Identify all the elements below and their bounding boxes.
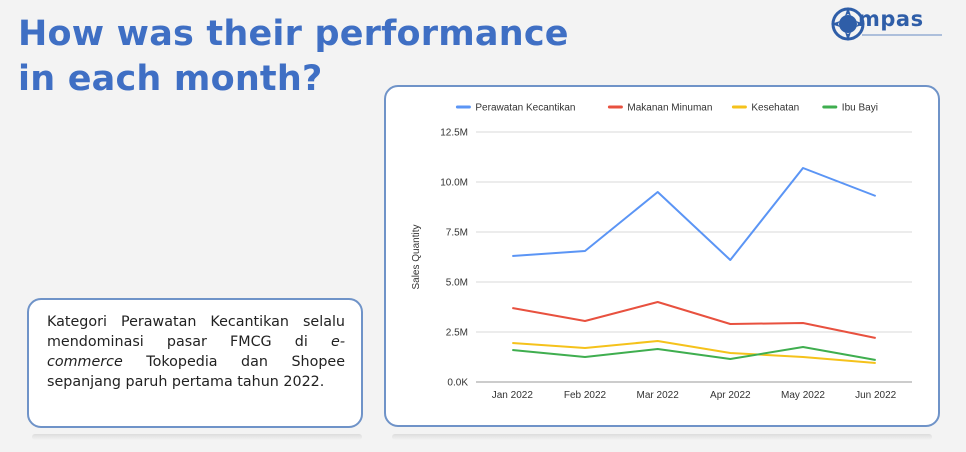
description-emphasis: e-commerce (47, 334, 345, 370)
legend-label: Ibu Bayi (842, 103, 878, 114)
y-tick-label: 5.0M (446, 278, 468, 289)
series-line (512, 301, 876, 339)
x-tick-label: Apr 2022 (710, 390, 751, 401)
y-tick-label: 2.5M (446, 328, 468, 339)
x-tick-label: Jun 2022 (855, 390, 897, 401)
description-text-1: Kategori Perawatan Kecantikan selalu men… (47, 314, 345, 350)
chart-card-shadow (392, 434, 932, 440)
logo-tagline (862, 34, 942, 36)
y-tick-label: 10.0M (440, 178, 468, 189)
x-tick-label: Mar 2022 (637, 390, 680, 401)
page-title-line-2: in each month? (18, 59, 323, 99)
x-tick-label: Feb 2022 (564, 390, 607, 401)
y-tick-label: 12.5M (440, 128, 468, 139)
x-tick-label: Jan 2022 (492, 390, 534, 401)
chart-card: 0.0K 2.5M 5.0M 7.5M 10.0M 12.5M Jan 2022 Feb 20… (384, 85, 940, 427)
y-tick-label: 7.5M (446, 228, 468, 239)
series-line (512, 167, 877, 261)
page-title-line-1: How was their performance (18, 14, 569, 54)
legend-label: Perawatan Kecantikan (475, 103, 575, 114)
series-line (512, 346, 876, 361)
description-text-2: Tokopedia dan Shopee sepanjang paruh per… (47, 354, 345, 390)
page-title: How was their performance in each month? (18, 12, 569, 102)
legend-label: Kesehatan (751, 103, 799, 114)
legend-label: Makanan Minuman (627, 103, 712, 114)
description-card-shadow (32, 434, 362, 440)
y-axis-label: Sales Quantity (411, 224, 422, 289)
series-line (512, 340, 876, 364)
description-card: Kategori Perawatan Kecantikan selalu men… (27, 298, 363, 428)
compas-logo: mpas (828, 4, 946, 44)
y-tick-label: 0.0K (447, 378, 468, 389)
compass-logo-icon (831, 7, 865, 41)
x-tick-label: May 2022 (781, 390, 825, 401)
line-chart: 0.0K 2.5M 5.0M 7.5M 10.0M 12.5M Jan 2022 Feb 20… (411, 103, 912, 401)
logo-wordmark: mpas (858, 7, 924, 31)
